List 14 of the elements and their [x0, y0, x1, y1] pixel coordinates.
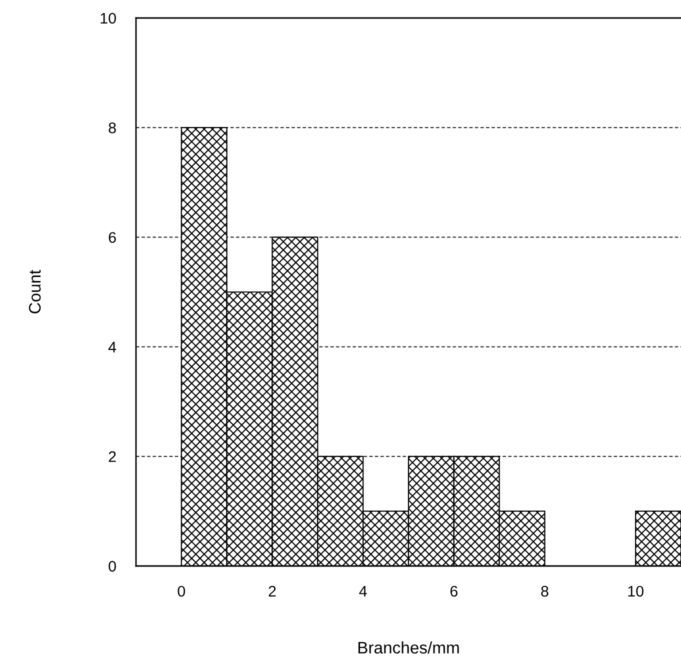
y-tick-label: 0	[108, 560, 116, 572]
y-tick-label: 10	[100, 12, 116, 24]
y-tick-label: 8	[108, 122, 116, 134]
x-tick-label: 6	[450, 586, 458, 597]
x-tick-label: 10	[628, 586, 644, 597]
y-tick-label: 4	[108, 342, 116, 352]
x-tick-label: 8	[541, 586, 548, 597]
x-tick-label: 0	[178, 586, 186, 597]
x-tick-label: 2	[268, 586, 276, 597]
y-tick-label: 6	[108, 232, 116, 243]
y-axis-title: Count	[28, 270, 41, 314]
y-tick-label: 2	[108, 451, 116, 462]
x-tick-label: 4	[359, 586, 367, 597]
x-axis-title: Branches/mm	[358, 641, 459, 654]
